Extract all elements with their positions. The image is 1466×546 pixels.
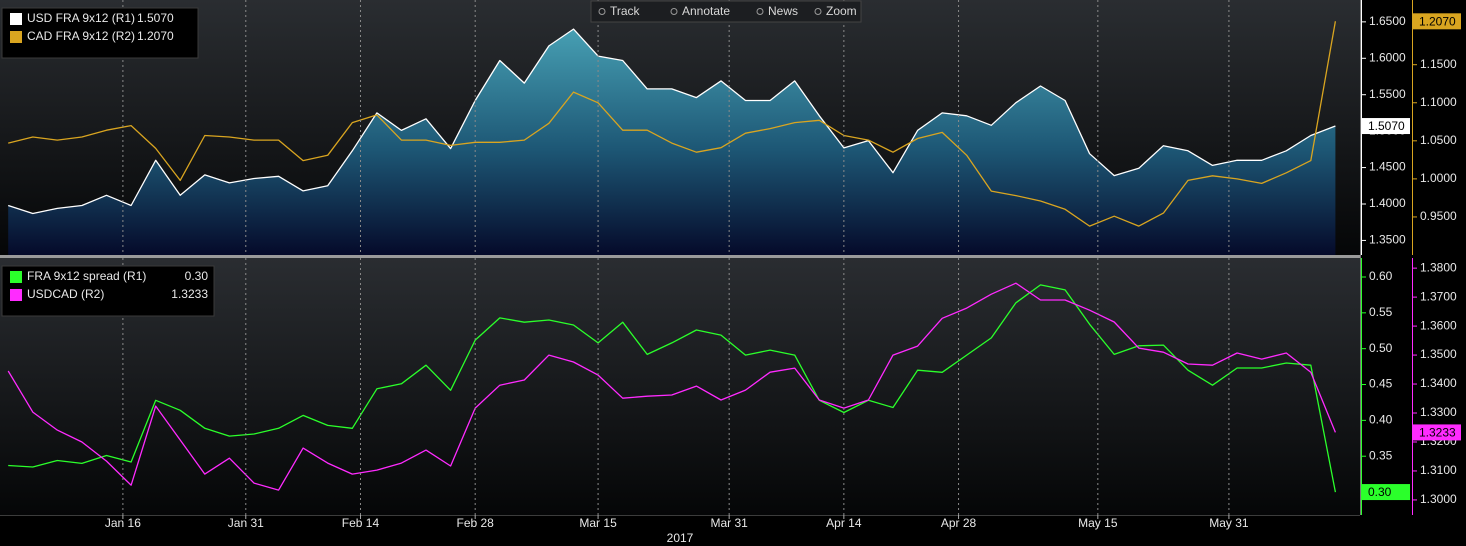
toolbar-icon [598, 8, 606, 15]
value-tag-label: 1.5070 [1368, 119, 1405, 133]
panel-separator [0, 255, 1360, 258]
x-tick-label: Mar 31 [710, 516, 748, 530]
area [8, 29, 1336, 255]
x-tick-label: Jan 16 [105, 516, 141, 530]
legend-label: USDCAD (R2) [27, 287, 104, 301]
y-tick-label: 1.3400 [1420, 376, 1457, 390]
x-tick-label: Feb 28 [457, 516, 495, 530]
y-tick-label: 1.1000 [1420, 95, 1457, 109]
value-tag-label: 1.3233 [1419, 426, 1456, 440]
legend-value: 0.30 [185, 269, 209, 283]
y-tick-label: 0.50 [1369, 341, 1393, 355]
toolbar-button[interactable]: Annotate [682, 4, 730, 18]
line [8, 284, 1337, 493]
toolbar-button[interactable]: Zoom [826, 4, 857, 18]
x-tick-label: Jan 31 [228, 516, 264, 530]
legend-swatch [10, 289, 22, 301]
y-tick-label: 1.3000 [1420, 492, 1457, 506]
value-tag [1362, 484, 1410, 501]
panel-background [0, 258, 1360, 515]
y-tick-label: 0.60 [1369, 269, 1393, 283]
y-tick-label: 1.5500 [1369, 87, 1406, 101]
legend-value: 1.3233 [171, 287, 208, 301]
legend-label: CAD FRA 9x12 (R2) [27, 29, 135, 43]
plot-area [7, 282, 1337, 493]
y-tick-label: 1.6000 [1369, 50, 1406, 64]
toolbar-icon [756, 8, 764, 15]
legend: FRA 9x12 spread (R1) 0.30 USDCAD (R2) 1.323… [1, 265, 215, 317]
plot-area [7, 21, 1337, 255]
legend-swatch [10, 271, 22, 283]
y-tick-label: 0.45 [1369, 377, 1393, 391]
legend-label: FRA 9x12 spread (R1) [27, 269, 146, 283]
y-tick-label: 1.0500 [1420, 133, 1457, 147]
line [7, 282, 1337, 491]
value-tag [1362, 118, 1410, 135]
y-tick-label: 1.0000 [1420, 171, 1457, 185]
y-tick-label: 1.3600 [1420, 318, 1457, 332]
y-tick-label: 1.4000 [1369, 196, 1406, 210]
x-tick-label: May 31 [1209, 516, 1249, 530]
legend-label: USD FRA 9x12 (R1) [27, 11, 135, 25]
legend-value: 1.2070 [137, 29, 174, 43]
toolbar-icon [814, 8, 822, 15]
value-tag [1413, 13, 1461, 30]
y-tick-label: 1.6500 [1369, 14, 1406, 28]
y-tick-label: 1.3100 [1420, 463, 1457, 477]
toolbar-button[interactable]: Track [610, 4, 641, 18]
x-tick-label: Apr 28 [941, 516, 977, 530]
toolbar-icon [670, 8, 678, 15]
toolbar: Track Annotate News Zoom [590, 0, 862, 23]
legend-swatch [10, 13, 22, 25]
y-tick-label: 1.3500 [1420, 347, 1457, 361]
x-tick-label: Apr 14 [826, 516, 862, 530]
x-tick-label: Feb 14 [342, 516, 380, 530]
y-tick-label: 1.3300 [1420, 405, 1457, 419]
y-tick-label: 0.35 [1369, 448, 1393, 462]
y-tick-label: 0.55 [1369, 305, 1393, 319]
toolbar-box [590, 0, 862, 23]
y-tick-label: 1.3700 [1420, 289, 1457, 303]
legend-swatch [10, 31, 22, 43]
x-tick-label: May 15 [1078, 516, 1118, 530]
value-tag-label: 1.2070 [1419, 14, 1456, 28]
y-tick-label: 1.3800 [1420, 260, 1457, 274]
legend-box [1, 7, 199, 59]
x-tick-label: Mar 15 [579, 516, 617, 530]
y-tick-label: 0.40 [1369, 413, 1393, 427]
legend-value: 1.5070 [137, 11, 174, 25]
toolbar-button[interactable]: News [768, 4, 798, 18]
value-tag-label: 0.30 [1368, 485, 1392, 499]
line [8, 21, 1337, 227]
y-tick-label: 0.9500 [1420, 209, 1457, 223]
x-axis-label: 2017 [667, 531, 694, 545]
y-tick-label: 1.4500 [1369, 160, 1406, 174]
value-tag [1413, 424, 1461, 441]
y-tick-label: 1.3500 [1369, 233, 1406, 247]
y-tick-label: 1.1500 [1420, 57, 1457, 71]
line [7, 28, 1336, 215]
legend-box [1, 265, 215, 317]
